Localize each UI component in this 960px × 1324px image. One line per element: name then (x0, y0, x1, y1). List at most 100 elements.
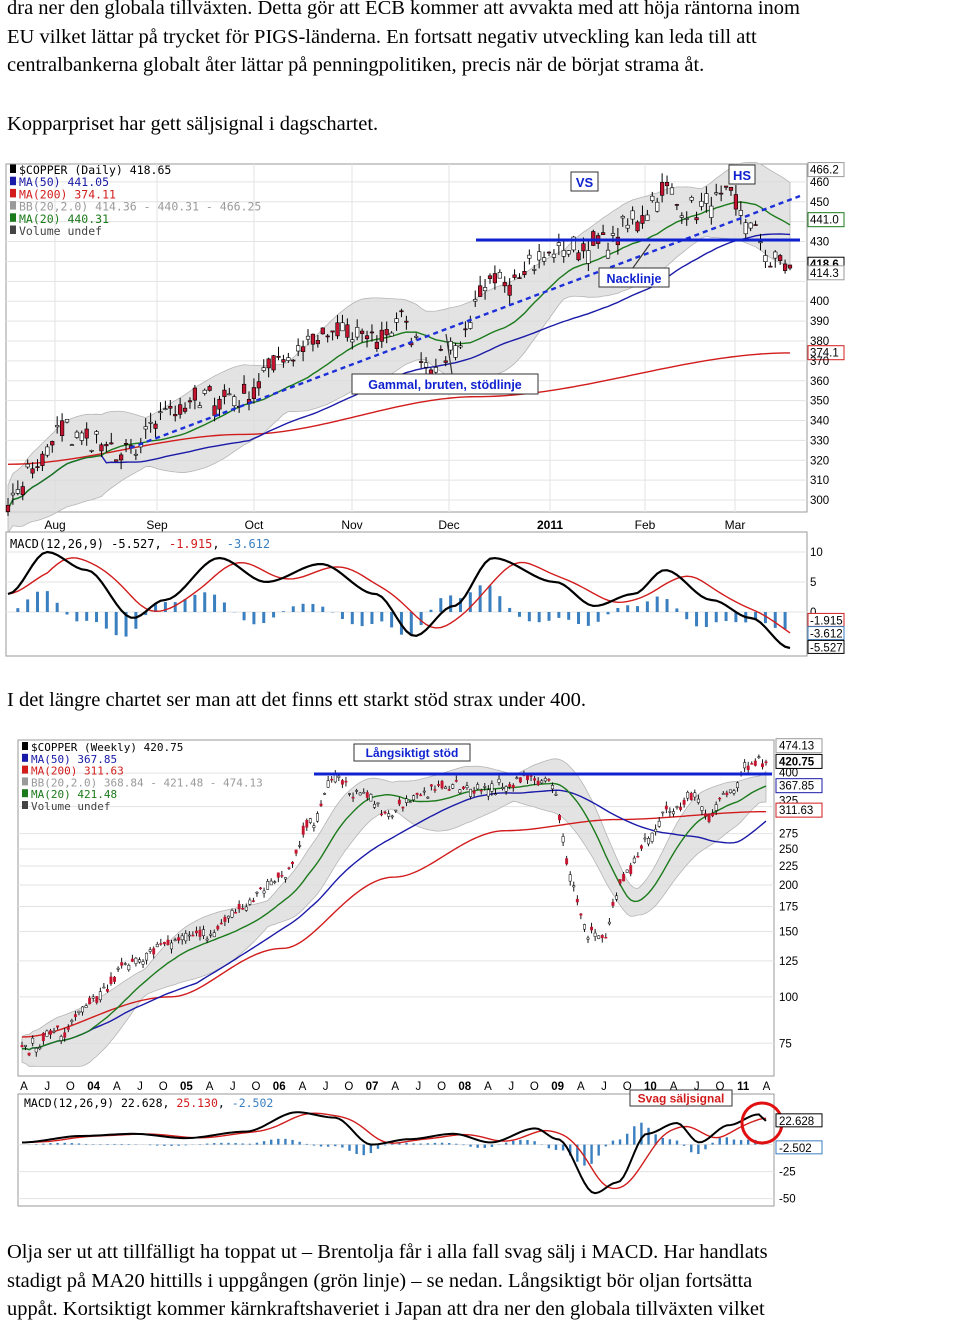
macd-histogram-bar (206, 1144, 208, 1145)
neckline-label: Nacklinje (607, 272, 662, 286)
macd-histogram-bar (298, 1142, 300, 1145)
macd-histogram-bar (348, 1145, 350, 1151)
candle-body (505, 786, 507, 791)
candle-body (145, 953, 147, 960)
candle-body (272, 356, 276, 370)
candle-body (714, 193, 718, 194)
candle-body (128, 965, 130, 970)
candle-body (658, 821, 660, 826)
macd-histogram-bar (538, 612, 541, 622)
macd-histogram-bar (36, 592, 39, 612)
candle-body (380, 814, 382, 815)
macd-histogram-bar (548, 1145, 550, 1149)
weekly-macd-axis: 22.628-2.502-25-50 (776, 1114, 822, 1206)
candle-body (65, 419, 69, 422)
macd-histogram-bar (469, 1145, 471, 1147)
time-axis-label: 08 (458, 1081, 471, 1093)
macd-histogram-bar (71, 1143, 73, 1145)
candle-body (711, 813, 713, 816)
candle-body (60, 421, 64, 436)
candle-body (476, 784, 478, 788)
candle-body (53, 1031, 55, 1032)
macd-histogram-bar (327, 1145, 329, 1147)
candle-body (291, 360, 295, 361)
candle-body (193, 388, 197, 400)
macd-histogram-bar (174, 602, 177, 612)
macd-histogram-bar (711, 1143, 713, 1145)
candle-body (733, 791, 735, 793)
price-axis-label: 75 (779, 1038, 792, 1050)
weak-sell-signal-annotation: Svag säljsignal (630, 1090, 732, 1106)
price-axis-label: 360 (810, 376, 829, 388)
candle-body (267, 359, 271, 368)
macd-histogram-bar (341, 612, 344, 619)
month-label: 2011 (537, 518, 563, 532)
legend-swatch (10, 189, 16, 198)
candle-body (605, 937, 607, 938)
candle-body (346, 325, 350, 338)
candle-body (92, 997, 94, 998)
intro-line-1: dra ner den globala tillväxten. Detta gö… (7, 0, 955, 23)
candle-body (181, 936, 183, 940)
candle-body (223, 390, 227, 396)
candle-body (660, 182, 664, 195)
time-axis-label: 04 (87, 1081, 100, 1093)
candle-body (473, 791, 475, 794)
candle-body (124, 443, 128, 444)
price-axis-label: 474.13 (779, 741, 814, 753)
candle-body (252, 901, 254, 902)
macd-histogram-bar (449, 595, 452, 612)
candle-body (672, 812, 674, 814)
candle-body (338, 776, 340, 777)
candle-body (149, 950, 151, 952)
macd-histogram-bar (528, 612, 531, 621)
macd-histogram-bar (439, 598, 442, 612)
macd-axis-label: -3.612 (810, 629, 843, 641)
weekly-sentence: I det längre chartet ser man att det fin… (7, 686, 955, 715)
candle-body (557, 243, 561, 246)
candle-body (105, 444, 109, 445)
candle-body (615, 896, 617, 900)
candle-body (769, 266, 773, 267)
candle-body (562, 250, 566, 256)
candle-body (498, 272, 502, 278)
candle-body (537, 252, 541, 260)
legend-entry: Volume undef (31, 800, 110, 813)
candle-body (296, 346, 300, 351)
macd-histogram-bar (272, 612, 275, 617)
macd-histogram-bar (262, 612, 265, 623)
candle-body (206, 939, 208, 940)
macd-histogram-bar (690, 1145, 692, 1153)
macd-histogram-bar (633, 1126, 635, 1144)
candle-body (462, 787, 464, 789)
candle-body (398, 800, 400, 804)
candle-body (341, 780, 343, 784)
macd-histogram-bar (420, 612, 423, 625)
candle-body (120, 962, 122, 965)
candle-body (683, 800, 685, 804)
candle-body (669, 811, 671, 812)
time-axis-label: O (437, 1081, 446, 1093)
candle-body (55, 425, 59, 426)
candle-body (41, 454, 45, 466)
candle-body (331, 331, 335, 332)
candle-body (416, 793, 418, 794)
price-axis-label: 311.63 (779, 805, 813, 817)
macd-histogram-bar (270, 1140, 272, 1145)
macd-histogram-bar (26, 599, 29, 612)
candle-body (710, 206, 714, 217)
macd-histogram-bar (243, 612, 246, 620)
candle-body (612, 902, 614, 905)
candle-body (590, 927, 592, 930)
candle-body (183, 408, 187, 411)
macd-histogram-bar (42, 1144, 44, 1145)
candle-body (106, 989, 108, 991)
candle-body (345, 781, 347, 782)
macd-histogram-bar (85, 1144, 87, 1145)
macd-histogram-bar (488, 585, 491, 612)
candle-body (405, 321, 409, 322)
macd-histogram-bar (784, 612, 787, 629)
candle-body (444, 361, 448, 363)
macd-histogram-bar (597, 1145, 599, 1156)
candle-body (722, 793, 724, 794)
